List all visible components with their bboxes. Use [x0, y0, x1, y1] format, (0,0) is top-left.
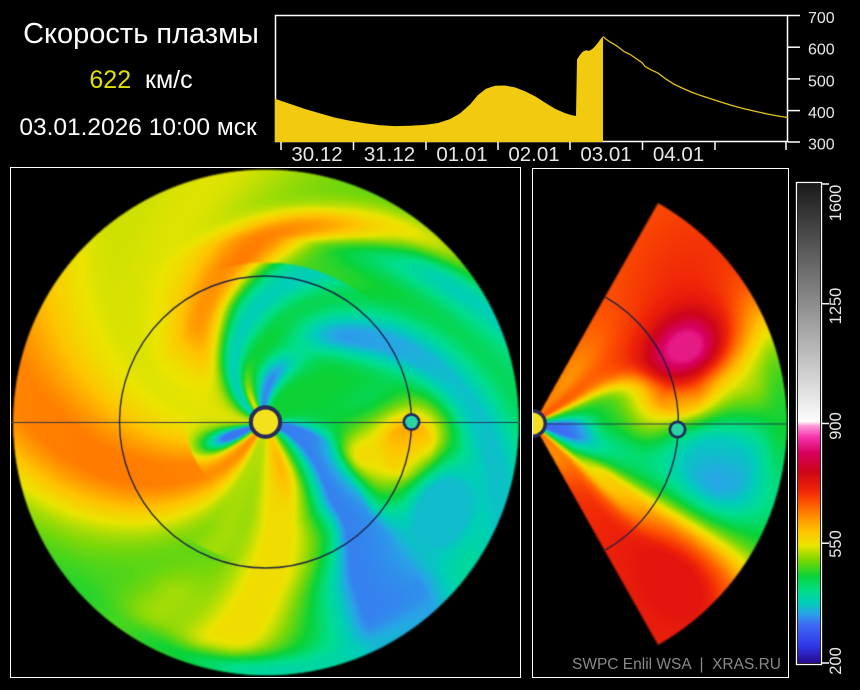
svg-text:700: 700	[808, 10, 835, 27]
svg-text:300: 300	[808, 137, 835, 154]
svg-text:1600: 1600	[827, 185, 845, 222]
svg-text:02.01: 02.01	[508, 143, 559, 166]
svg-text:30.12: 30.12	[291, 143, 342, 166]
svg-text:1250: 1250	[827, 288, 845, 325]
svg-text:400: 400	[808, 105, 835, 122]
svg-text:03.01: 03.01	[580, 143, 631, 166]
svg-text:600: 600	[808, 42, 835, 59]
svg-text:550: 550	[827, 530, 845, 558]
svg-text:31.12: 31.12	[364, 143, 415, 166]
svg-text:500: 500	[808, 73, 835, 90]
svg-text:04.01: 04.01	[653, 143, 704, 166]
svg-text:200: 200	[827, 647, 845, 675]
svg-text:900: 900	[827, 412, 845, 440]
svg-text:01.01: 01.01	[436, 143, 487, 166]
